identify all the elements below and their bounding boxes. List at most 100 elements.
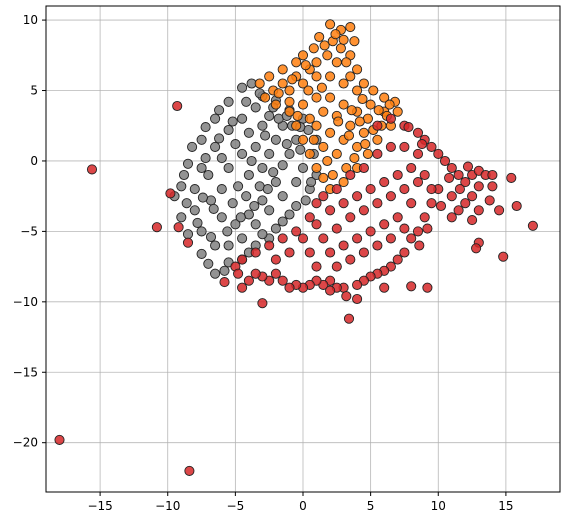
scatter-point bbox=[325, 127, 336, 138]
scatter-point bbox=[297, 162, 309, 174]
scatter-point bbox=[295, 144, 306, 155]
scatter-point bbox=[270, 254, 281, 265]
scatter-point bbox=[311, 219, 322, 230]
scatter-point bbox=[338, 78, 349, 89]
scatter-point bbox=[444, 172, 455, 183]
scatter-point bbox=[254, 78, 265, 89]
scatter-point bbox=[467, 191, 478, 202]
scatter-point bbox=[216, 153, 227, 164]
scatter-point bbox=[250, 219, 261, 230]
scatter-point bbox=[416, 139, 428, 150]
scatter-point bbox=[264, 110, 275, 121]
scatter-point bbox=[304, 247, 315, 258]
scatter-point bbox=[316, 82, 327, 93]
scatter-point bbox=[223, 96, 234, 107]
scatter-point bbox=[439, 155, 451, 167]
scatter-point bbox=[196, 226, 207, 237]
scatter-point bbox=[357, 93, 368, 105]
scatter-point bbox=[223, 124, 234, 136]
scatter-point bbox=[270, 134, 281, 145]
scatter-point bbox=[392, 106, 403, 117]
scatter-point bbox=[297, 233, 309, 244]
scatter-point bbox=[262, 184, 273, 195]
scatter-point bbox=[385, 113, 396, 124]
scatter-point bbox=[205, 231, 217, 243]
scatter-point bbox=[338, 34, 349, 45]
scatter-point bbox=[487, 181, 498, 192]
y-tick-label: −5 bbox=[20, 224, 38, 238]
scatter-point bbox=[210, 240, 221, 251]
scatter-point bbox=[453, 205, 464, 216]
scatter-point bbox=[222, 226, 233, 237]
scatter-point bbox=[270, 223, 281, 234]
scatter-point bbox=[399, 141, 410, 152]
x-tick-label: 10 bbox=[431, 499, 446, 513]
scatter-point bbox=[384, 99, 395, 110]
scatter-point bbox=[235, 212, 246, 223]
scatter-point bbox=[341, 291, 352, 302]
scatter-point bbox=[176, 212, 187, 223]
scatter-point bbox=[172, 100, 183, 112]
scatter-point bbox=[304, 148, 315, 159]
scatter-point bbox=[303, 85, 314, 96]
scatter-point bbox=[243, 127, 254, 138]
scatter-point bbox=[227, 116, 238, 127]
scatter-point bbox=[300, 60, 311, 71]
scatter-point bbox=[277, 275, 288, 286]
scatter-point bbox=[352, 293, 363, 305]
scatter-point bbox=[246, 155, 257, 167]
scatter-point bbox=[527, 220, 538, 231]
scatter-point bbox=[412, 148, 424, 159]
scatter-point bbox=[392, 212, 403, 223]
scatter-point bbox=[277, 78, 288, 89]
scatter-point bbox=[494, 205, 505, 216]
scatter-point bbox=[210, 268, 221, 279]
scatter-point bbox=[292, 110, 303, 121]
scatter-point bbox=[270, 268, 281, 279]
scatter-point bbox=[399, 184, 410, 195]
scatter-point bbox=[237, 148, 248, 159]
scatter-point bbox=[257, 120, 268, 131]
x-tick-label: 15 bbox=[498, 499, 513, 513]
scatter-point bbox=[325, 247, 336, 258]
scatter-point bbox=[281, 139, 292, 150]
scatter-point bbox=[182, 229, 194, 240]
scatter-point bbox=[250, 247, 261, 258]
scatter-point bbox=[219, 265, 230, 276]
scatter-point bbox=[345, 212, 356, 223]
scatter-point bbox=[354, 116, 365, 127]
scatter-point bbox=[187, 141, 198, 152]
scatter-point bbox=[331, 57, 342, 68]
scatter-point bbox=[300, 195, 311, 206]
scatter-point bbox=[333, 116, 344, 127]
y-tick-label: 10 bbox=[23, 13, 38, 27]
scatter-point bbox=[379, 92, 390, 103]
scatter-point bbox=[422, 282, 433, 293]
scatter-point bbox=[345, 22, 356, 33]
scatter-point bbox=[291, 226, 302, 237]
scatter-point bbox=[257, 298, 268, 309]
scatter-point bbox=[412, 177, 424, 188]
scatter-point bbox=[308, 43, 319, 54]
scatter-point bbox=[237, 254, 248, 265]
scatter-point bbox=[249, 200, 260, 212]
scatter-point bbox=[322, 50, 333, 61]
scatter-point bbox=[365, 99, 376, 110]
scatter-point bbox=[372, 198, 383, 209]
scatter-point bbox=[365, 184, 376, 195]
x-tick-label: −10 bbox=[155, 499, 180, 513]
scatter-point bbox=[331, 223, 342, 234]
scatter-point bbox=[304, 113, 315, 124]
scatter-point bbox=[203, 169, 214, 181]
scatter-point bbox=[335, 43, 346, 54]
scatter-point bbox=[264, 148, 275, 159]
scatter-point bbox=[197, 192, 208, 203]
scatter-point bbox=[291, 120, 302, 131]
scatter-point bbox=[223, 162, 234, 174]
scatter-point bbox=[330, 29, 341, 40]
scatter-point bbox=[358, 127, 369, 138]
scatter-point bbox=[257, 162, 268, 174]
scatter-point bbox=[473, 181, 484, 192]
scatter-point bbox=[473, 205, 484, 216]
scatter-point bbox=[511, 200, 522, 212]
